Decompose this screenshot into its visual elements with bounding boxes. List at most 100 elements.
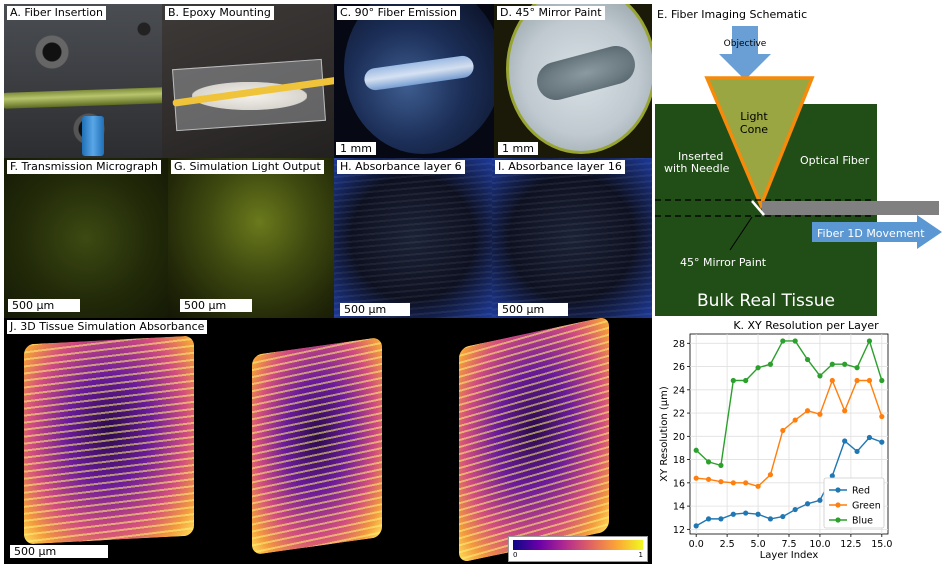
data-point-green: [829, 377, 835, 384]
data-point-blue: [829, 361, 835, 367]
panel-transmission-micrograph: F. Transmission Micrograph 500 µm: [4, 158, 168, 318]
data-point-red: [854, 448, 860, 455]
absorbance-layer-6-image: [334, 158, 492, 318]
y-axis-ticks: 12 14 16 18 20 22 24 26 28: [673, 339, 690, 536]
legend-label: Blue: [852, 516, 873, 527]
mirror-paint-label: 45° Mirror Paint: [680, 256, 767, 269]
tissue-label: Bulk Real Tissue: [697, 291, 835, 311]
y-tick-label: 20: [673, 432, 685, 443]
data-point-red: [879, 439, 885, 445]
x-axis-label: Layer Index: [760, 550, 819, 561]
data-point-green: [755, 483, 761, 489]
data-point-blue: [854, 365, 860, 371]
x-tick-label: 2.5: [720, 539, 735, 550]
optical-fiber: [762, 201, 939, 215]
x-tick-label: 0.0: [689, 539, 704, 550]
data-point-blue: [842, 361, 848, 367]
colorbar-gradient: [513, 540, 643, 550]
scale-bar-i: 500 µm: [498, 303, 568, 316]
scale-bar-d: 1 mm: [498, 142, 538, 155]
y-axis-label: XY Resolution (µm): [659, 386, 670, 482]
legend-label: Red: [852, 486, 870, 497]
panel-label-j: J. 3D Tissue Simulation Absorbance: [7, 320, 208, 334]
chart-legend: Red Green Blue: [823, 477, 885, 529]
panel-label-f: F. Transmission Micrograph: [7, 160, 161, 174]
light-cone-label-line2: Cone: [740, 123, 768, 136]
panel-absorbance-layer-6: H. Absorbance layer 6 500 µm: [334, 158, 492, 318]
panel-label-b: B. Epoxy Mounting: [165, 6, 274, 20]
x-tick-label: 10.0: [809, 539, 830, 550]
x-tick-label: 5.0: [751, 539, 766, 550]
data-point-red: [792, 506, 798, 513]
data-point-green: [743, 480, 749, 486]
chart-series: [693, 338, 885, 529]
y-tick-label: 16: [673, 478, 685, 489]
data-point-red: [804, 501, 811, 507]
data-point-blue: [693, 447, 699, 453]
x-axis-ticks: 0.0 2.5 5.0 7.5 10.0 12.5 15.0: [689, 534, 892, 550]
simulation-light-image: [168, 158, 334, 318]
light-cone: [704, 76, 815, 210]
series-line-blue: [695, 339, 883, 467]
y-tick-label: 24: [673, 385, 685, 396]
series-line-green: [696, 378, 883, 488]
optical-fiber-label: Optical Fiber: [800, 154, 870, 167]
fiber-movement-arrow: [812, 215, 942, 249]
panel-mirror-paint: D. 45° Mirror Paint 1 mm: [494, 4, 652, 158]
x-tick-label: 15.0: [871, 539, 892, 550]
transmission-micrograph-image: [4, 158, 168, 318]
light-cone-label-line1: Light: [740, 110, 768, 123]
y-tick-label: 22: [673, 409, 685, 420]
data-point-red: [693, 523, 699, 529]
data-point-green: [730, 480, 736, 486]
data-point-red: [780, 513, 786, 520]
colorbar-max-label: 1: [638, 551, 643, 559]
panel-absorbance-layer-16: I. Absorbance layer 16 500 µm: [492, 158, 652, 318]
scale-bar-g: 500 µm: [180, 299, 252, 312]
colorbar: 0 1: [508, 536, 648, 562]
legend-swatch-marker: [835, 487, 841, 493]
data-point-red: [829, 473, 835, 479]
panel-3d-tissue-simulation: J. 3D Tissue Simulation Absorbance 500 µ…: [4, 318, 652, 564]
x-tick-label: 7.5: [781, 539, 796, 550]
data-point-red: [755, 511, 761, 517]
panel-simulation-light-output: G. Simulation Light Output 500 µm: [168, 158, 334, 318]
absorbance-layer-16-image: [492, 158, 652, 318]
data-point-blue: [767, 361, 774, 367]
panel-label-a: A. Fiber Insertion: [7, 6, 106, 20]
data-point-blue: [792, 338, 798, 344]
panel-epoxy-mounting: B. Epoxy Mounting: [162, 4, 334, 158]
tissue-simulation-render: [4, 318, 652, 564]
epoxy-mounting-photo: [162, 4, 334, 158]
data-point-blue: [755, 365, 761, 371]
data-point-green: [866, 377, 873, 384]
data-point-blue: [743, 377, 749, 384]
chart-title: K. XY Resolution per Layer: [733, 319, 879, 332]
data-point-red: [767, 516, 774, 522]
panel-label-d: D. 45° Mirror Paint: [497, 6, 605, 20]
data-point-green: [705, 476, 712, 482]
data-point-red: [718, 516, 724, 522]
data-point-green: [718, 479, 724, 485]
y-tick-label: 28: [673, 339, 685, 350]
y-tick-label: 14: [673, 502, 685, 513]
legend-swatch-marker: [835, 502, 841, 508]
data-point-green: [854, 377, 860, 384]
data-point-green: [842, 408, 848, 414]
panel-fiber-imaging-schematic: E. Fiber Imaging Schematic Objective Lig…: [652, 4, 945, 318]
objective-arrow: [719, 26, 771, 80]
scale-bar-j: 500 µm: [10, 545, 108, 558]
series-line-red: [695, 436, 883, 527]
y-tick-label: 18: [673, 455, 685, 466]
data-point-green: [693, 475, 699, 481]
data-point-red: [817, 497, 823, 503]
data-point-blue: [879, 377, 885, 384]
data-point-green: [792, 417, 798, 423]
tissue-block-view-1: [24, 335, 194, 545]
fiber-stick: [4, 87, 166, 109]
inserted-label-line2: with Needle: [664, 162, 730, 175]
fiber-insertion-photo: [4, 4, 166, 158]
tissue-block-view-2: [252, 336, 382, 556]
inserted-label-line1: Inserted: [678, 150, 723, 163]
colorbar-min-label: 0: [513, 551, 518, 559]
